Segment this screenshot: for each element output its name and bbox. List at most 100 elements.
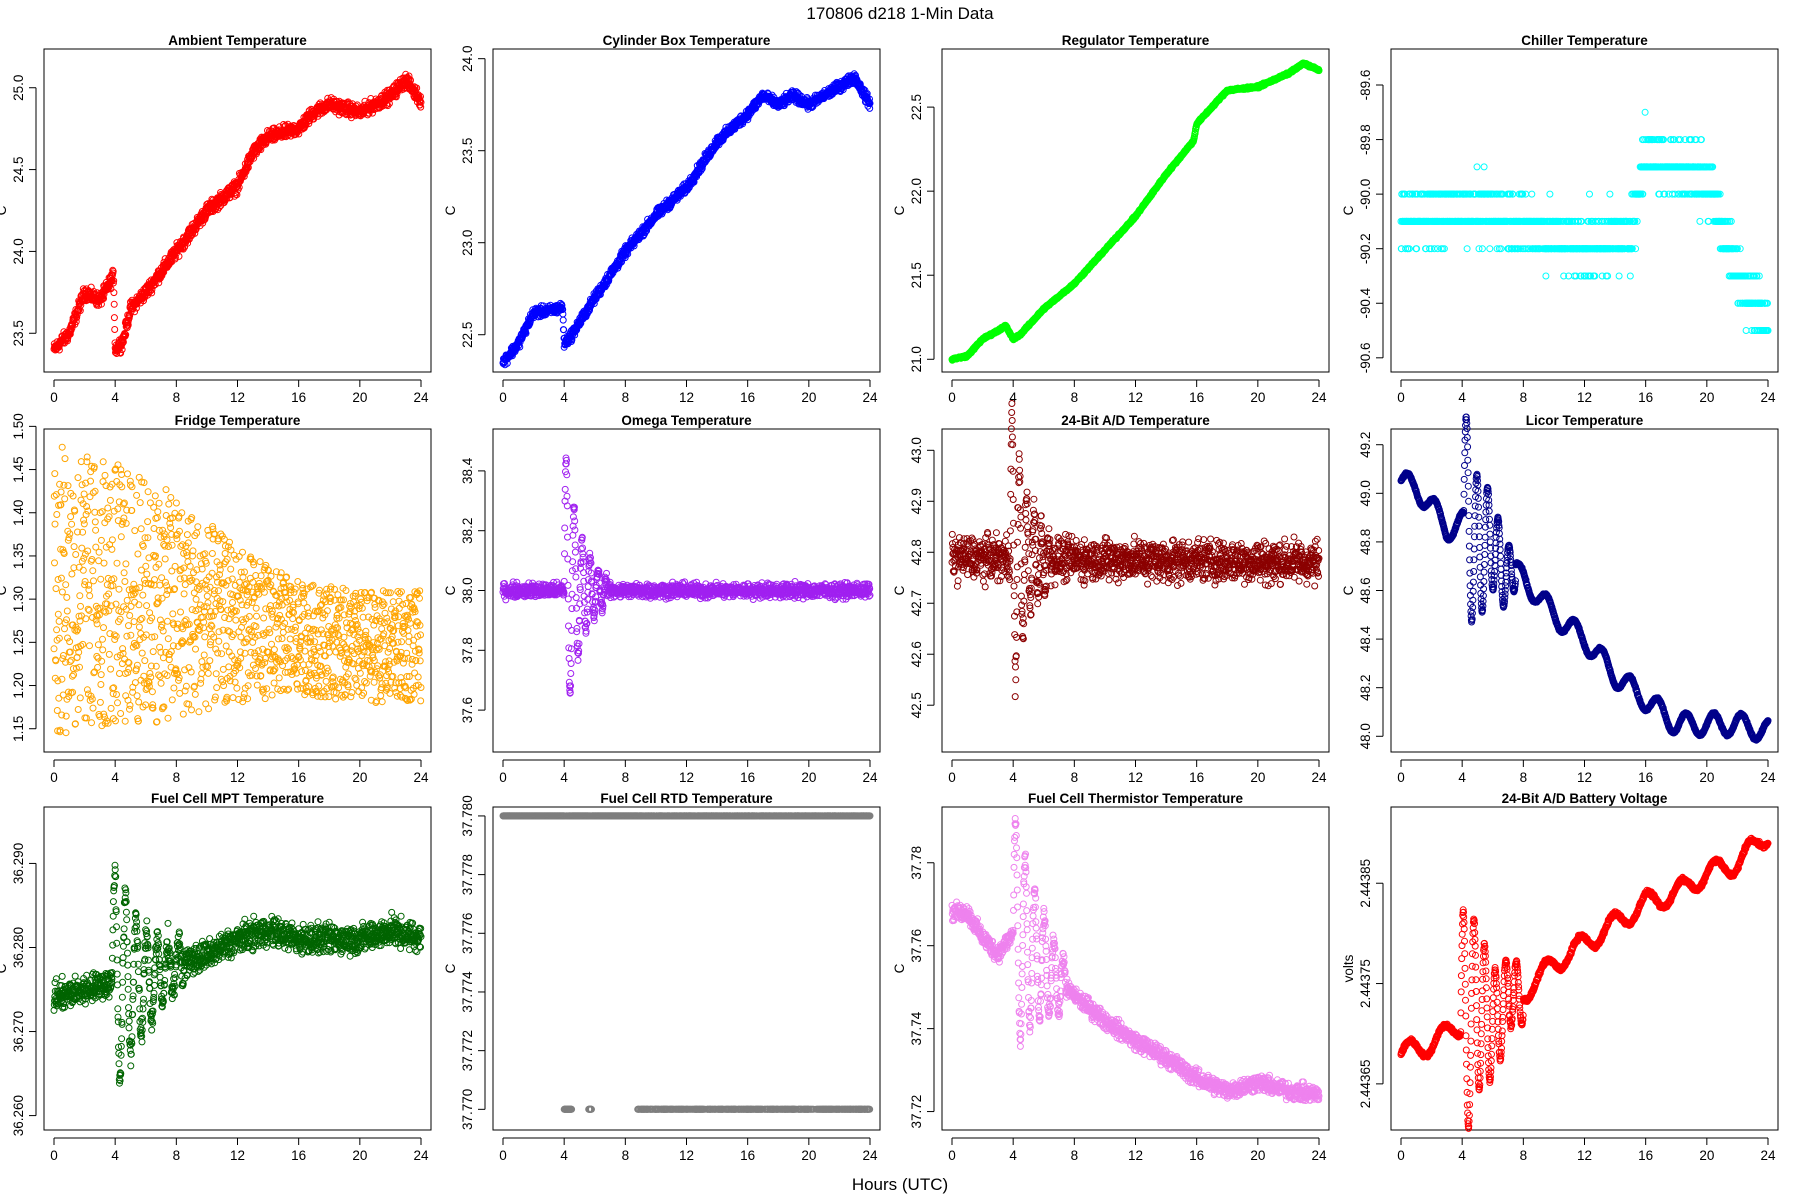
x-tick-label: 4 — [1009, 390, 1017, 405]
chart-title: Chiller Temperature — [1521, 33, 1648, 48]
y-tick-label: 22.5 — [460, 322, 475, 348]
panel-grid: Ambient Temperature 0 4 8 12 16 20 24 23.5 24.0 24… — [0, 33, 1779, 1163]
data-point — [1528, 190, 1536, 198]
data-point — [113, 350, 121, 357]
data-points — [499, 70, 874, 369]
x-tick-label: 12 — [230, 390, 245, 405]
x-tick-label: 0 — [948, 390, 956, 405]
y-tick-label: 21.5 — [909, 262, 924, 288]
y-axis-label: C — [0, 205, 9, 215]
x-axis: 0 4 8 12 16 20 24 — [499, 379, 878, 405]
data-point — [124, 321, 132, 329]
x-tick-label: 16 — [291, 390, 306, 405]
data-point — [184, 239, 192, 247]
data-point — [109, 279, 117, 287]
data-point — [559, 316, 567, 324]
x-tick-label: 24 — [1311, 390, 1327, 405]
data-point — [240, 172, 248, 180]
data-point — [1480, 163, 1488, 171]
data-point — [110, 300, 118, 308]
chart-panel: Ambient Temperature 0 4 8 12 16 20 24 23.5 24.0 24… — [0, 33, 432, 405]
data-point — [110, 277, 118, 285]
chart-panel: Regulator Temperature 0 4 8 12 16 20 24 21.0 21.5… — [892, 33, 1330, 405]
chart-title: Cylinder Box Temperature — [603, 33, 771, 48]
x-tick-label: 20 — [352, 390, 367, 405]
y-tick-label: 25.0 — [11, 75, 26, 101]
data-point — [191, 229, 199, 237]
x-tick-label: 0 — [50, 390, 58, 405]
data-point — [109, 267, 117, 275]
y-tick-label: 24.0 — [11, 238, 26, 264]
data-points — [50, 70, 425, 357]
data-point — [110, 289, 118, 297]
data-point — [560, 326, 568, 334]
data-point — [76, 307, 84, 315]
data-point — [199, 219, 207, 227]
y-axis: 23.5 24.0 24.5 25.0 — [11, 75, 37, 346]
y-axis-label: C — [892, 205, 907, 215]
x-tick-label: 12 — [1128, 390, 1143, 405]
data-point — [175, 252, 183, 260]
x-tick-label: 16 — [740, 390, 755, 405]
x-axis: 0 4 8 12 16 20 24 — [50, 379, 429, 405]
data-point — [233, 191, 241, 199]
data-point — [1486, 245, 1494, 253]
data-point — [131, 308, 139, 316]
data-point — [202, 213, 209, 221]
x-tick-label: 4 — [111, 390, 119, 405]
page-title: 170806 d218 1-Min Data — [806, 4, 994, 23]
plot-frame — [1390, 48, 1779, 373]
y-tick-label: 22.0 — [909, 178, 924, 204]
x-tick-label: 20 — [801, 390, 816, 405]
x-tick-label: 8 — [173, 390, 181, 405]
data-point — [148, 289, 156, 297]
chart-title: Ambient Temperature — [168, 33, 307, 48]
y-tick-label: 23.5 — [11, 320, 26, 346]
data-points — [1397, 108, 1772, 334]
y-tick-label: 23.0 — [460, 230, 475, 256]
y-axis-label: C — [443, 205, 458, 215]
y-tick-label: 22.5 — [909, 94, 924, 120]
x-axis-title: Hours (UTC) — [852, 1175, 948, 1194]
x-tick-label: 0 — [499, 390, 507, 405]
data-point — [110, 314, 118, 322]
data-point — [1473, 163, 1481, 171]
data-point — [125, 314, 133, 322]
y-tick-label: 24.5 — [11, 156, 26, 182]
x-tick-label: 8 — [622, 390, 630, 405]
data-point — [126, 312, 134, 320]
x-tick-label: 4 — [560, 390, 568, 405]
data-point — [222, 195, 230, 203]
data-point — [151, 281, 159, 288]
data-point — [111, 326, 119, 333]
y-tick-label: 21.0 — [909, 346, 924, 372]
x-tick-label: 24 — [413, 390, 429, 405]
data-point — [171, 253, 179, 261]
y-tick-label: 23.5 — [460, 138, 475, 164]
data-point — [223, 194, 231, 202]
x-tick-label: 24 — [862, 390, 878, 405]
y-axis: 21.0 21.5 22.0 22.5 — [909, 94, 935, 372]
chart-title: Regulator Temperature — [1062, 33, 1210, 48]
x-tick-label: 20 — [1250, 390, 1265, 405]
data-points — [948, 59, 1323, 364]
x-tick-label: 8 — [1071, 390, 1079, 405]
data-point — [1463, 245, 1471, 253]
x-tick-label: 12 — [679, 390, 694, 405]
plot-frame — [43, 48, 432, 373]
x-axis: 0 4 8 12 16 20 24 — [948, 379, 1327, 405]
data-point — [117, 349, 125, 357]
x-tick-label: 16 — [1189, 390, 1204, 405]
data-point — [72, 318, 80, 326]
y-tick-label: 24.0 — [460, 46, 475, 72]
data-point — [146, 287, 154, 295]
data-point — [122, 331, 130, 339]
y-axis: 22.5 23.0 23.5 24.0 — [460, 46, 486, 348]
data-point — [100, 295, 107, 303]
data-point — [1542, 272, 1550, 280]
data-point — [215, 203, 223, 211]
